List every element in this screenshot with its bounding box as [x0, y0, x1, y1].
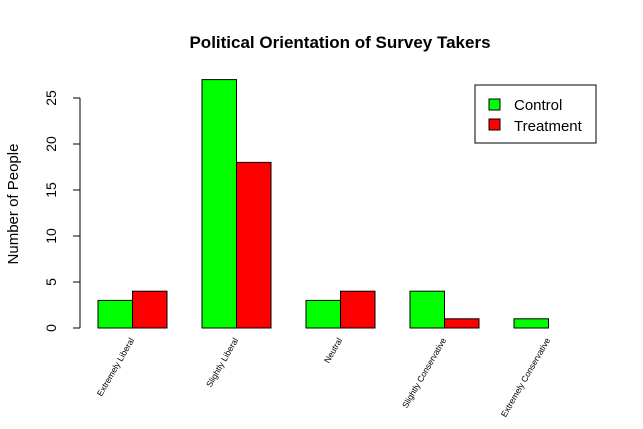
legend-box	[474, 84, 597, 144]
bar-control-slightly-conservative	[409, 290, 445, 329]
bar-control-slightly-liberal	[201, 79, 237, 329]
y-axis-label: Number of People	[5, 144, 22, 265]
bar-treatment-extremely-liberal	[132, 290, 168, 329]
bar-treatment-slightly-conservative	[444, 318, 480, 329]
x-tick-label-extremely-liberal: Extremely Liberal	[95, 336, 137, 398]
bar-control-neutral	[305, 299, 341, 329]
bar-control-extremely-liberal	[97, 299, 133, 329]
x-tick-label-slightly-conservative: Slightly Conservative	[400, 336, 448, 410]
bar-treatment-neutral	[340, 290, 376, 329]
bar-treatment-slightly-liberal	[236, 161, 272, 329]
y-tick-label: 10	[43, 228, 59, 244]
legend-label-control: Control	[514, 97, 562, 114]
chart-title: Political Orientation of Survey Takers	[189, 33, 490, 52]
legend-swatch-treatment	[488, 118, 501, 131]
legend-swatch-control	[488, 98, 501, 111]
x-tick-labels: Extremely Liberal Slightly Liberal Neutral…	[95, 336, 553, 419]
legend-label-treatment: Treatment	[514, 118, 583, 135]
x-tick-label-extremely-conservative: Extremely Conservative	[499, 336, 553, 419]
y-axis: 0 5 10 15 20 25	[43, 90, 81, 332]
y-tick-label: 20	[43, 136, 59, 152]
bars-group	[97, 79, 549, 329]
y-tick-label: 5	[43, 278, 59, 286]
x-tick-label-neutral: Neutral	[322, 336, 344, 365]
bar-control-extremely-conservative	[513, 318, 549, 329]
y-tick-label: 0	[43, 324, 59, 332]
y-tick-label: 15	[43, 182, 59, 198]
y-tick-label: 25	[43, 90, 59, 106]
legend: Control Treatment	[474, 84, 597, 144]
x-tick-label-slightly-liberal: Slightly Liberal	[204, 336, 240, 389]
